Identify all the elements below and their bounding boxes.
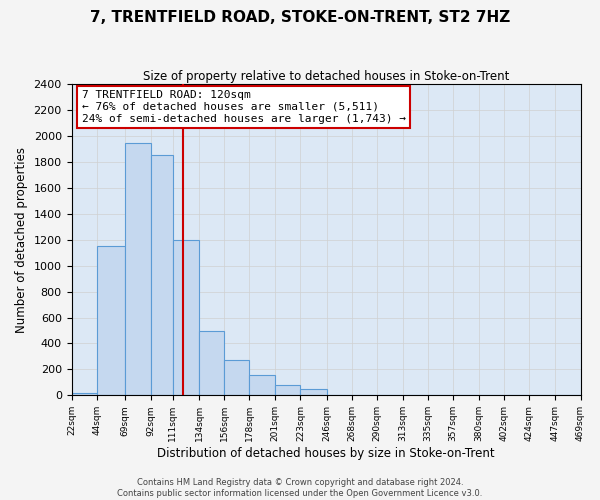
Bar xyxy=(275,385,301,396)
Text: 7 TRENTFIELD ROAD: 120sqm
← 76% of detached houses are smaller (5,511)
24% of se: 7 TRENTFIELD ROAD: 120sqm ← 76% of detac… xyxy=(82,90,406,124)
Text: 7, TRENTFIELD ROAD, STOKE-ON-TRENT, ST2 7HZ: 7, TRENTFIELD ROAD, STOKE-ON-TRENT, ST2 … xyxy=(90,10,510,25)
Bar xyxy=(249,376,275,396)
Bar xyxy=(199,330,224,396)
Bar xyxy=(151,156,173,396)
Bar xyxy=(301,389,326,396)
Bar xyxy=(224,360,249,396)
X-axis label: Distribution of detached houses by size in Stoke-on-Trent: Distribution of detached houses by size … xyxy=(157,447,495,460)
Text: Contains HM Land Registry data © Crown copyright and database right 2024.
Contai: Contains HM Land Registry data © Crown c… xyxy=(118,478,482,498)
Bar xyxy=(125,142,151,396)
Bar xyxy=(97,246,125,396)
Title: Size of property relative to detached houses in Stoke-on-Trent: Size of property relative to detached ho… xyxy=(143,70,509,83)
Y-axis label: Number of detached properties: Number of detached properties xyxy=(15,147,28,333)
Bar xyxy=(71,393,97,396)
Bar xyxy=(173,240,199,396)
